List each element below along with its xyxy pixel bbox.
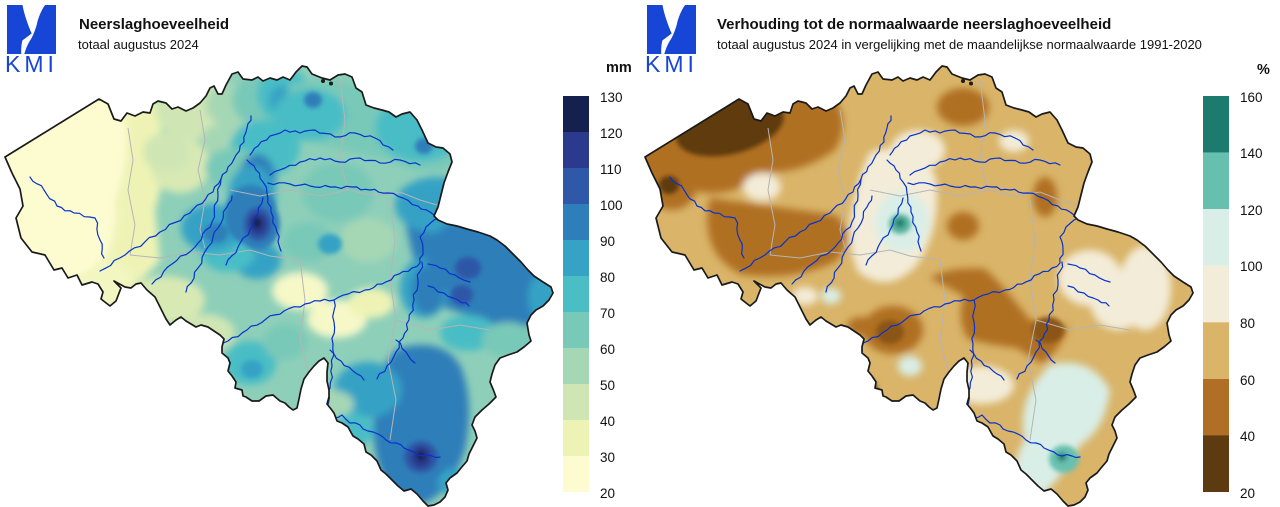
svg-text:160: 160 [1240,90,1263,105]
svg-text:50: 50 [600,378,615,393]
svg-text:80: 80 [600,270,615,285]
svg-text:KMI: KMI [645,51,698,77]
svg-text:60: 60 [1240,373,1255,388]
svg-text:90: 90 [600,234,615,249]
svg-text:120: 120 [1240,203,1263,218]
svg-text:140: 140 [1240,146,1263,161]
svg-text:KMI: KMI [5,51,58,77]
svg-text:40: 40 [1240,429,1255,444]
svg-text:40: 40 [600,414,615,429]
svg-text:100: 100 [600,198,623,213]
svg-text:80: 80 [1240,316,1255,331]
svg-text:120: 120 [600,126,623,141]
svg-text:20: 20 [600,486,615,501]
svg-text:100: 100 [1240,259,1263,274]
svg-text:20: 20 [1240,486,1255,501]
svg-text:mm: mm [606,60,632,76]
svg-text:60: 60 [600,342,615,357]
svg-text:%: % [1257,62,1270,78]
svg-text:70: 70 [600,306,615,321]
svg-text:30: 30 [600,450,615,465]
svg-text:130: 130 [600,90,623,105]
svg-text:110: 110 [600,162,622,177]
